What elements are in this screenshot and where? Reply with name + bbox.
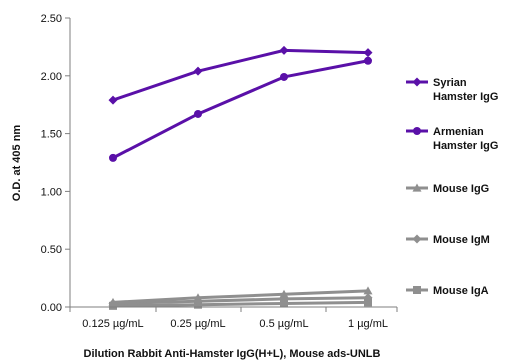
data-point [363,286,373,295]
legend-item: Mouse IgM [406,234,490,246]
legend-label: Syrian [433,77,467,89]
data-point [363,48,373,58]
series-1 [109,56,372,162]
axes [69,18,397,308]
data-point [193,293,203,302]
y-axis-title: O.D. at 405 nm [11,125,23,202]
legend-label: Armenian [433,126,484,138]
y-tick-label: 0.00 [41,302,62,314]
legend: Syrian Hamster IgG Armenian Hamster IgG Mous… [406,77,498,297]
legend-label: Mouse IgG [433,183,489,195]
y-tick-label: 1.00 [41,186,62,198]
y-tick-label: 1.50 [41,129,62,141]
y-axis-ticks: 0.00 0.50 1.00 1.50 2.00 2.50 [41,13,70,314]
legend-item: Mouse IgA [406,285,489,297]
data-point [280,299,288,308]
data-point [109,153,117,162]
data-point [363,293,373,303]
legend-item: Mouse IgG [406,183,489,195]
data-point [279,289,289,298]
series-2 [108,286,373,306]
y-tick-label: 0.50 [41,244,62,256]
legend-marker [413,286,421,294]
legend-label: Hamster IgG [433,91,498,103]
x-tick-label: 0.5 µg/mL [259,318,308,330]
data-point [108,297,118,306]
legend-marker [412,77,422,87]
series-line [112,59,369,160]
series-0 [108,45,373,105]
data-point [364,56,372,65]
legend-item: Syrian Hamster IgG [406,77,498,103]
series-line [112,300,369,308]
x-axis-title: Dilution Rabbit Anti-Hamster IgG(H+L), M… [84,348,381,360]
x-axis-ticks: 0.125 µg/mL 0.25 µg/mL 0.5 µg/mL 1 µg/mL [69,307,398,330]
legend-item: Armenian Hamster IgG [406,126,498,152]
data-point [108,95,118,105]
y-tick-label: 2.50 [41,13,62,25]
data-point [364,298,372,307]
data-point [279,45,289,55]
series-line [112,48,369,102]
legend-label: Mouse IgM [433,234,490,246]
legend-marker [412,183,422,192]
series-layer [108,45,373,310]
x-tick-label: 0.125 µg/mL [82,318,143,330]
series-line [112,296,369,306]
y-tick-label: 2.00 [41,71,62,83]
series-line [112,289,369,304]
legend-marker [413,127,421,135]
legend-label: Mouse IgA [433,285,489,297]
legend-label: Hamster IgG [433,140,498,152]
x-tick-label: 0.25 µg/mL [170,318,225,330]
data-point [280,72,288,81]
legend-marker [412,234,422,244]
data-point [193,66,203,76]
data-point [194,109,202,118]
x-tick-label: 1 µg/mL [348,318,388,330]
